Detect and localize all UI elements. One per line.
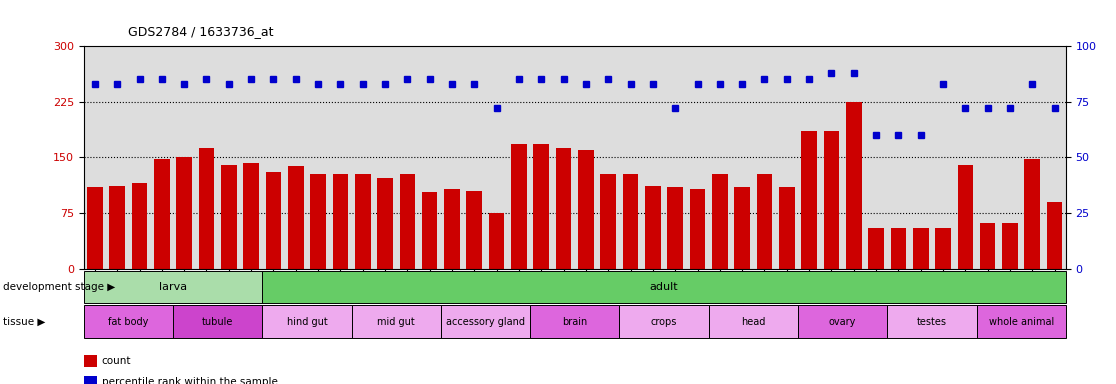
- Bar: [466, 191, 482, 269]
- Bar: [355, 174, 371, 269]
- Bar: [667, 187, 683, 269]
- Bar: [199, 148, 214, 269]
- Bar: [623, 174, 638, 269]
- Text: development stage ▶: development stage ▶: [3, 282, 116, 292]
- Bar: [798, 305, 887, 338]
- Bar: [109, 185, 125, 269]
- Bar: [645, 185, 661, 269]
- Bar: [1047, 202, 1062, 269]
- Bar: [1002, 223, 1018, 269]
- Bar: [400, 174, 415, 269]
- Bar: [757, 174, 772, 269]
- Bar: [976, 305, 1066, 338]
- Text: hind gut: hind gut: [287, 316, 327, 327]
- Text: accessory gland: accessory gland: [446, 316, 525, 327]
- Bar: [262, 305, 352, 338]
- Bar: [333, 174, 348, 269]
- Bar: [824, 131, 839, 269]
- Bar: [600, 174, 616, 269]
- Bar: [422, 192, 437, 269]
- Bar: [243, 163, 259, 269]
- Bar: [352, 305, 441, 338]
- Bar: [489, 213, 504, 269]
- Text: ovary: ovary: [829, 316, 856, 327]
- Bar: [619, 305, 709, 338]
- Bar: [935, 228, 951, 269]
- Bar: [84, 271, 262, 303]
- Bar: [913, 228, 929, 269]
- Bar: [779, 187, 795, 269]
- Bar: [1024, 159, 1040, 269]
- Bar: [87, 187, 103, 269]
- Text: larva: larva: [158, 282, 187, 292]
- Bar: [262, 271, 1066, 303]
- Text: GDS2784 / 1633736_at: GDS2784 / 1633736_at: [128, 25, 273, 38]
- Bar: [154, 159, 170, 269]
- Text: tubule: tubule: [202, 316, 233, 327]
- Bar: [891, 228, 906, 269]
- Bar: [868, 228, 884, 269]
- Text: tissue ▶: tissue ▶: [3, 316, 46, 327]
- Bar: [712, 174, 728, 269]
- Bar: [176, 157, 192, 269]
- Bar: [846, 102, 862, 269]
- Bar: [887, 305, 976, 338]
- Bar: [173, 305, 262, 338]
- Bar: [377, 178, 393, 269]
- Bar: [441, 305, 530, 338]
- Bar: [980, 223, 995, 269]
- Text: fat body: fat body: [108, 316, 148, 327]
- Text: brain: brain: [562, 316, 587, 327]
- Text: whole animal: whole animal: [989, 316, 1054, 327]
- Bar: [709, 305, 798, 338]
- Bar: [958, 165, 973, 269]
- Bar: [578, 150, 594, 269]
- Text: adult: adult: [650, 282, 679, 292]
- Bar: [734, 187, 750, 269]
- Bar: [84, 305, 173, 338]
- Bar: [221, 165, 237, 269]
- Text: mid gut: mid gut: [377, 316, 415, 327]
- Text: testes: testes: [917, 316, 946, 327]
- Bar: [801, 131, 817, 269]
- Bar: [288, 166, 304, 269]
- Bar: [266, 172, 281, 269]
- Bar: [690, 189, 705, 269]
- Bar: [310, 174, 326, 269]
- Text: count: count: [102, 356, 131, 366]
- Text: percentile rank within the sample: percentile rank within the sample: [102, 377, 278, 384]
- Text: crops: crops: [651, 316, 677, 327]
- Text: head: head: [741, 316, 766, 327]
- Bar: [132, 184, 147, 269]
- Bar: [511, 144, 527, 269]
- Bar: [530, 305, 619, 338]
- Bar: [533, 144, 549, 269]
- Bar: [556, 148, 571, 269]
- Bar: [444, 189, 460, 269]
